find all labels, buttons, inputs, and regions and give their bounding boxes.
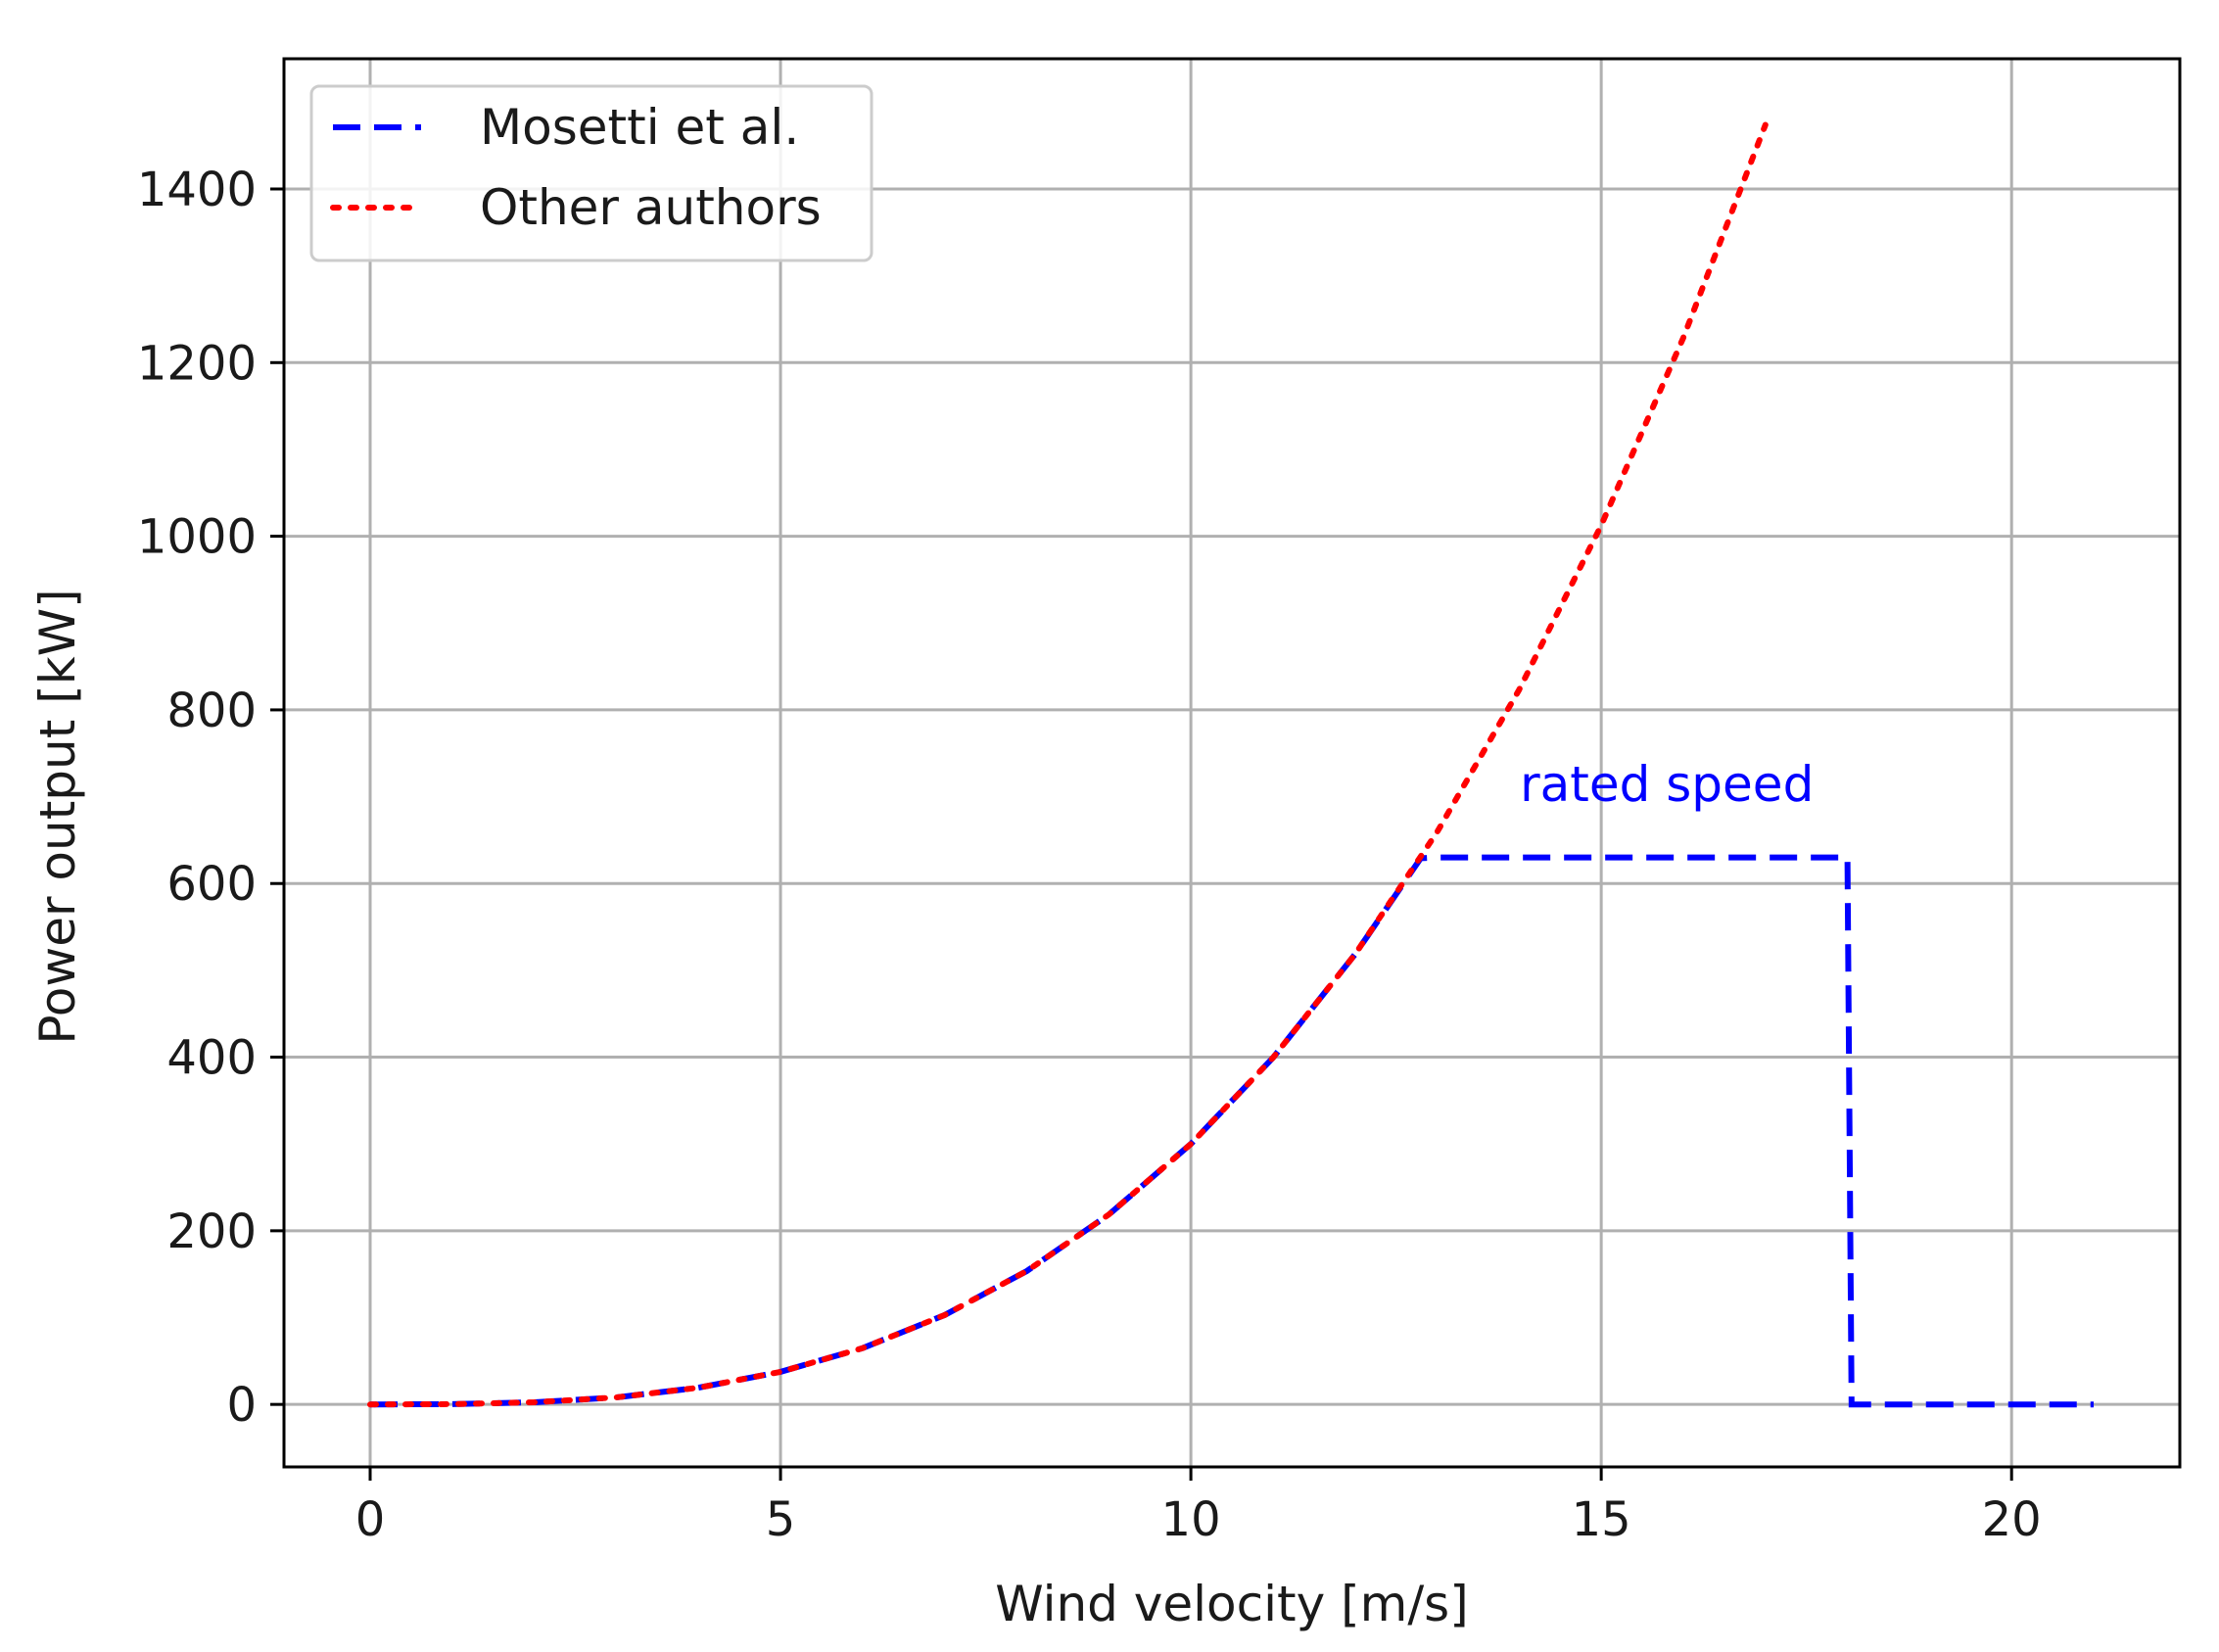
y-tick-label: 0 (226, 1378, 257, 1433)
y-tick-label: 400 (166, 1031, 257, 1086)
y-tick-label: 200 (166, 1204, 257, 1259)
y-tick-label: 1200 (137, 336, 257, 391)
legend-box (309, 84, 873, 262)
x-tick-label: 20 (1982, 1492, 2042, 1547)
annotations: rated speed (1520, 756, 1814, 813)
legend-label: Mosetti et al. (480, 99, 799, 156)
y-tick-label: 1000 (137, 510, 257, 565)
y-tick-label: 800 (166, 684, 257, 738)
legend-label: Other authors (480, 179, 822, 236)
y-tick-label: 1400 (137, 163, 257, 217)
series-line-other-authors (367, 121, 1769, 1408)
x-tick-label: 10 (1161, 1492, 1221, 1547)
legend: Mosetti et al. Other authors (309, 84, 873, 262)
x-tick-label: 5 (766, 1492, 796, 1547)
x-tick-label: 15 (1572, 1492, 1631, 1547)
y-tick-label: 600 (166, 857, 257, 912)
plot-frame (282, 57, 2182, 1469)
rated-speed-annotation: rated speed (1520, 756, 1814, 813)
series-layer (367, 121, 2094, 1408)
y-axis-label: Power output [kW] (29, 589, 86, 1044)
grid (284, 59, 2180, 1467)
x-axis-label: Wind velocity [m/s] (995, 1576, 1468, 1632)
x-tick-label: 0 (355, 1492, 386, 1547)
